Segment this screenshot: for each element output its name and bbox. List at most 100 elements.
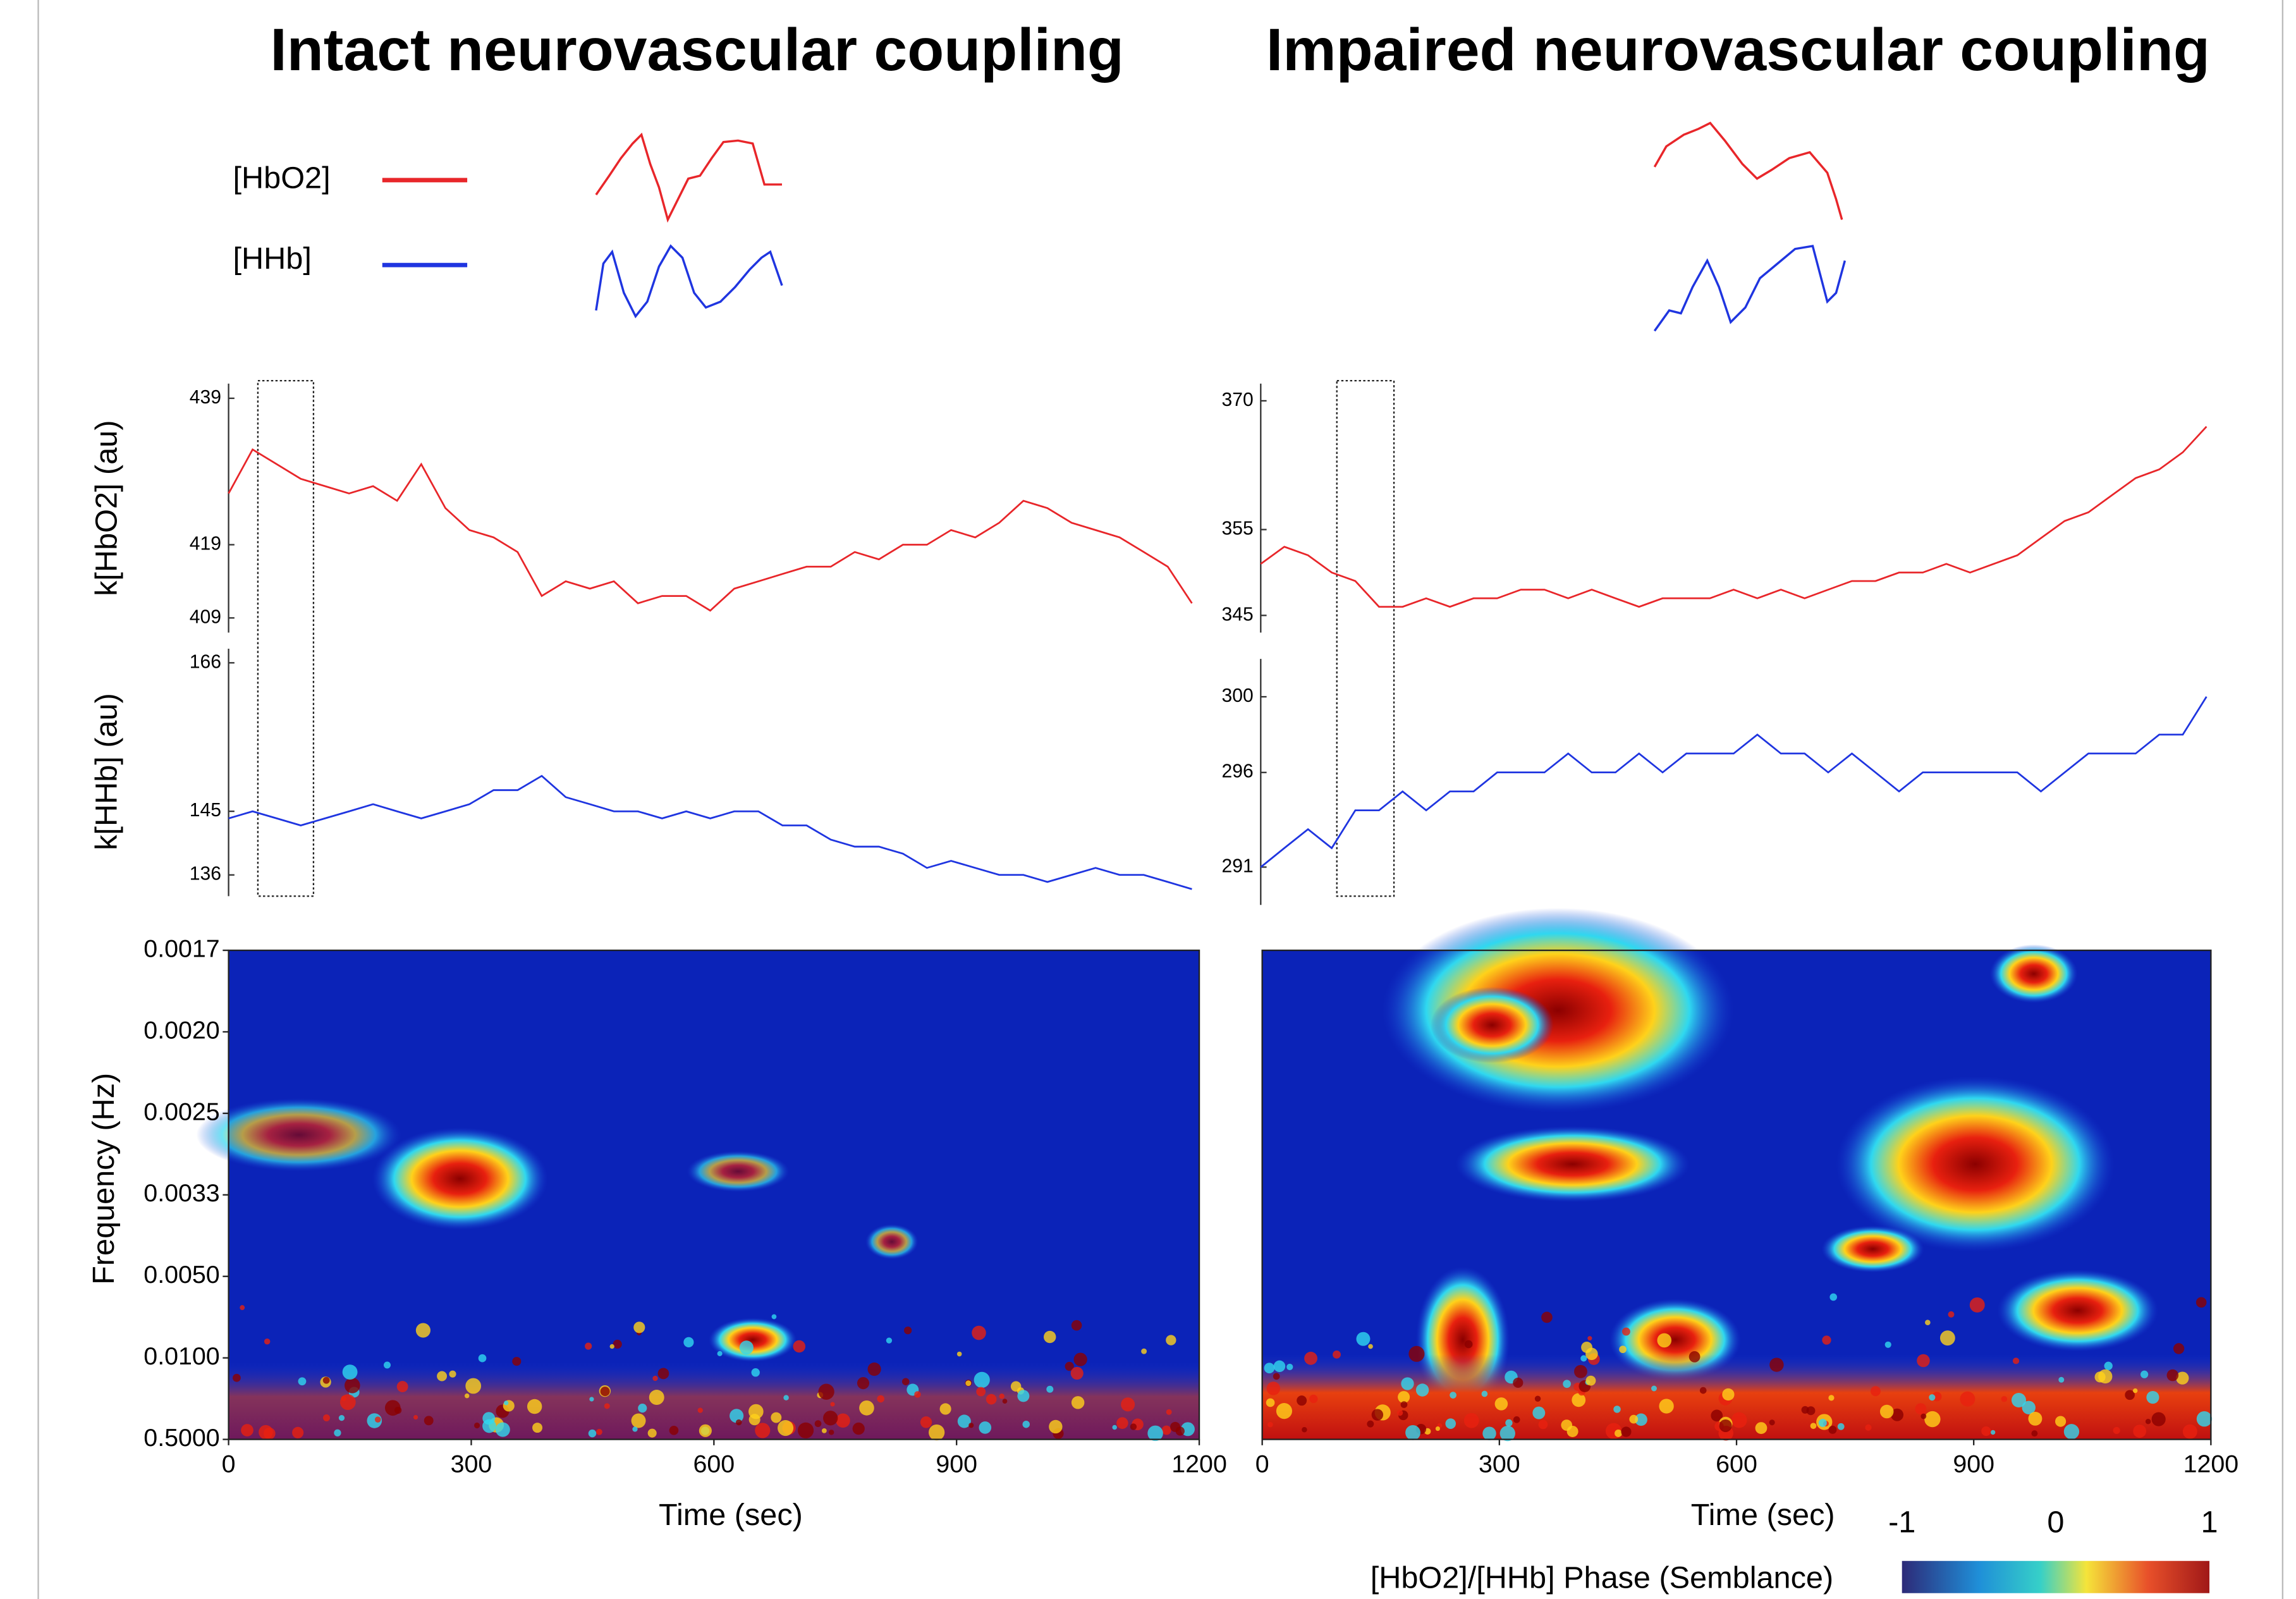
heatmap-texture — [1572, 1393, 1586, 1407]
heatmap-texture — [1481, 1390, 1488, 1397]
heatmap-texture — [1400, 1401, 1408, 1408]
heatmap-texture — [1116, 1417, 1128, 1429]
window-box — [257, 379, 315, 897]
heatmap-texture — [823, 1411, 838, 1426]
window-box — [1336, 379, 1395, 897]
heatmap-texture — [939, 1403, 951, 1415]
heatmap-texture — [1147, 1425, 1163, 1442]
heatmap-texture — [736, 1419, 742, 1426]
panel-title: Intact neurovascular coupling — [270, 16, 1123, 83]
heatmap-texture — [1806, 1406, 1816, 1416]
heatmap-texture — [604, 1403, 610, 1409]
heatmap-texture — [828, 1430, 834, 1435]
snippet — [595, 244, 783, 319]
heatmap-texture — [588, 1429, 597, 1438]
heatmap-texture — [867, 1362, 881, 1376]
heatmap-texture — [1884, 1341, 1891, 1348]
heatmap-texture — [1755, 1422, 1768, 1435]
y-tick-label: 0.0050 — [144, 1261, 219, 1289]
heatmap-texture — [1948, 1311, 1955, 1318]
heatmap-texture — [1396, 1409, 1403, 1416]
heatmap-texture — [322, 1376, 330, 1384]
panel-title: Impaired neurovascular coupling — [1266, 16, 2210, 83]
heatmap-texture — [1408, 1345, 1425, 1362]
x-tick-label: 1200 — [1171, 1450, 1227, 1478]
heatmap-texture — [956, 1351, 962, 1357]
heatmap-texture — [2012, 1357, 2020, 1364]
heatmap-texture — [886, 1337, 893, 1344]
heatmap-texture — [751, 1368, 760, 1377]
heatmap-texture — [2001, 1395, 2008, 1402]
heatmap-texture — [1073, 1352, 1087, 1366]
y-axis-label: k[HHb] (au) — [90, 693, 124, 850]
y-tick-label: 439 — [190, 387, 221, 408]
heatmap-texture — [1297, 1395, 1307, 1406]
heatmap-texture — [394, 1406, 402, 1414]
heatmap-texture — [821, 1428, 827, 1433]
heatmap-texture — [633, 1321, 645, 1333]
heatmap-texture — [755, 1423, 771, 1438]
colorbar-tick-label: 0 — [2047, 1505, 2064, 1540]
heatmap-texture — [1463, 1412, 1479, 1428]
heatmap-texture — [1865, 1424, 1872, 1431]
heatmap-texture — [1635, 1413, 1647, 1426]
heatmap-texture — [1309, 1394, 1318, 1404]
heatmap-texture — [1071, 1396, 1085, 1409]
heatmap-texture — [730, 1409, 744, 1423]
y-tick-label: 145 — [190, 800, 221, 821]
heatmap-texture — [920, 1416, 932, 1428]
heatmap-texture — [1273, 1373, 1280, 1380]
heatmap-texture — [473, 1422, 480, 1429]
heatmap-texture — [344, 1377, 360, 1394]
heatmap-texture — [374, 1416, 381, 1423]
heatmap-texture — [1651, 1385, 1657, 1392]
heatmap-texture — [1435, 1426, 1440, 1431]
heatmap-texture — [334, 1429, 341, 1437]
heatmap-texture — [657, 1368, 669, 1380]
heatmap-texture — [449, 1370, 456, 1378]
heatmap-texture — [1615, 1430, 1622, 1437]
heatmap-texture — [901, 1378, 910, 1385]
heatmap-texture — [1574, 1364, 1587, 1378]
heatmap-texture — [1969, 1297, 1985, 1313]
heatmap-texture — [2132, 1388, 2138, 1394]
heatmap-texture — [1920, 1413, 1927, 1419]
heatmap-texture — [1286, 1363, 1293, 1371]
heatmap-texture — [512, 1357, 522, 1366]
heatmap-texture — [2104, 1361, 2113, 1370]
heatmap-texture — [1175, 1426, 1185, 1436]
heatmap-texture — [1304, 1351, 1317, 1365]
heatmap-texture — [976, 1387, 986, 1397]
heatmap-texture — [717, 1351, 723, 1356]
heatmap-texture — [585, 1342, 592, 1350]
heatmap-texture — [2146, 1390, 2159, 1404]
heatmap-texture — [233, 1373, 241, 1382]
heatmap-texture — [1870, 1386, 1881, 1397]
y-tick-label: 0.0033 — [144, 1179, 219, 1207]
heatmap-texture — [1924, 1411, 1941, 1428]
y-tick-label: 370 — [1222, 389, 1254, 410]
heatmap-texture — [1722, 1388, 1735, 1401]
heatmap-texture — [1925, 1320, 1931, 1326]
heatmap-texture — [2176, 1371, 2189, 1385]
heatmap-texture — [1587, 1336, 1592, 1341]
data-line — [1260, 426, 2207, 608]
heatmap-texture — [1538, 1419, 1548, 1430]
snippet — [595, 132, 783, 223]
x-tick-label: 600 — [1716, 1450, 1757, 1478]
heatmap-texture — [298, 1377, 307, 1386]
y-tick-label: 300 — [1222, 685, 1254, 706]
heatmap-texture — [1929, 1394, 1936, 1401]
heatmap-texture — [482, 1419, 496, 1433]
heatmap-texture — [1828, 1395, 1835, 1401]
x-axis-label: Time (sec) — [1691, 1498, 1835, 1532]
heatmap-texture — [1810, 1423, 1817, 1430]
heatmap-texture — [929, 1424, 945, 1441]
heatmap-texture — [383, 1361, 391, 1369]
heatmap-texture — [527, 1399, 542, 1414]
heatmap-texture — [1541, 1311, 1553, 1323]
heatmap-texture — [2145, 1419, 2151, 1424]
heatmap-texture — [1464, 1340, 1473, 1349]
heatmap-texture — [464, 1393, 470, 1399]
heatmap-texture — [1837, 1423, 1845, 1430]
